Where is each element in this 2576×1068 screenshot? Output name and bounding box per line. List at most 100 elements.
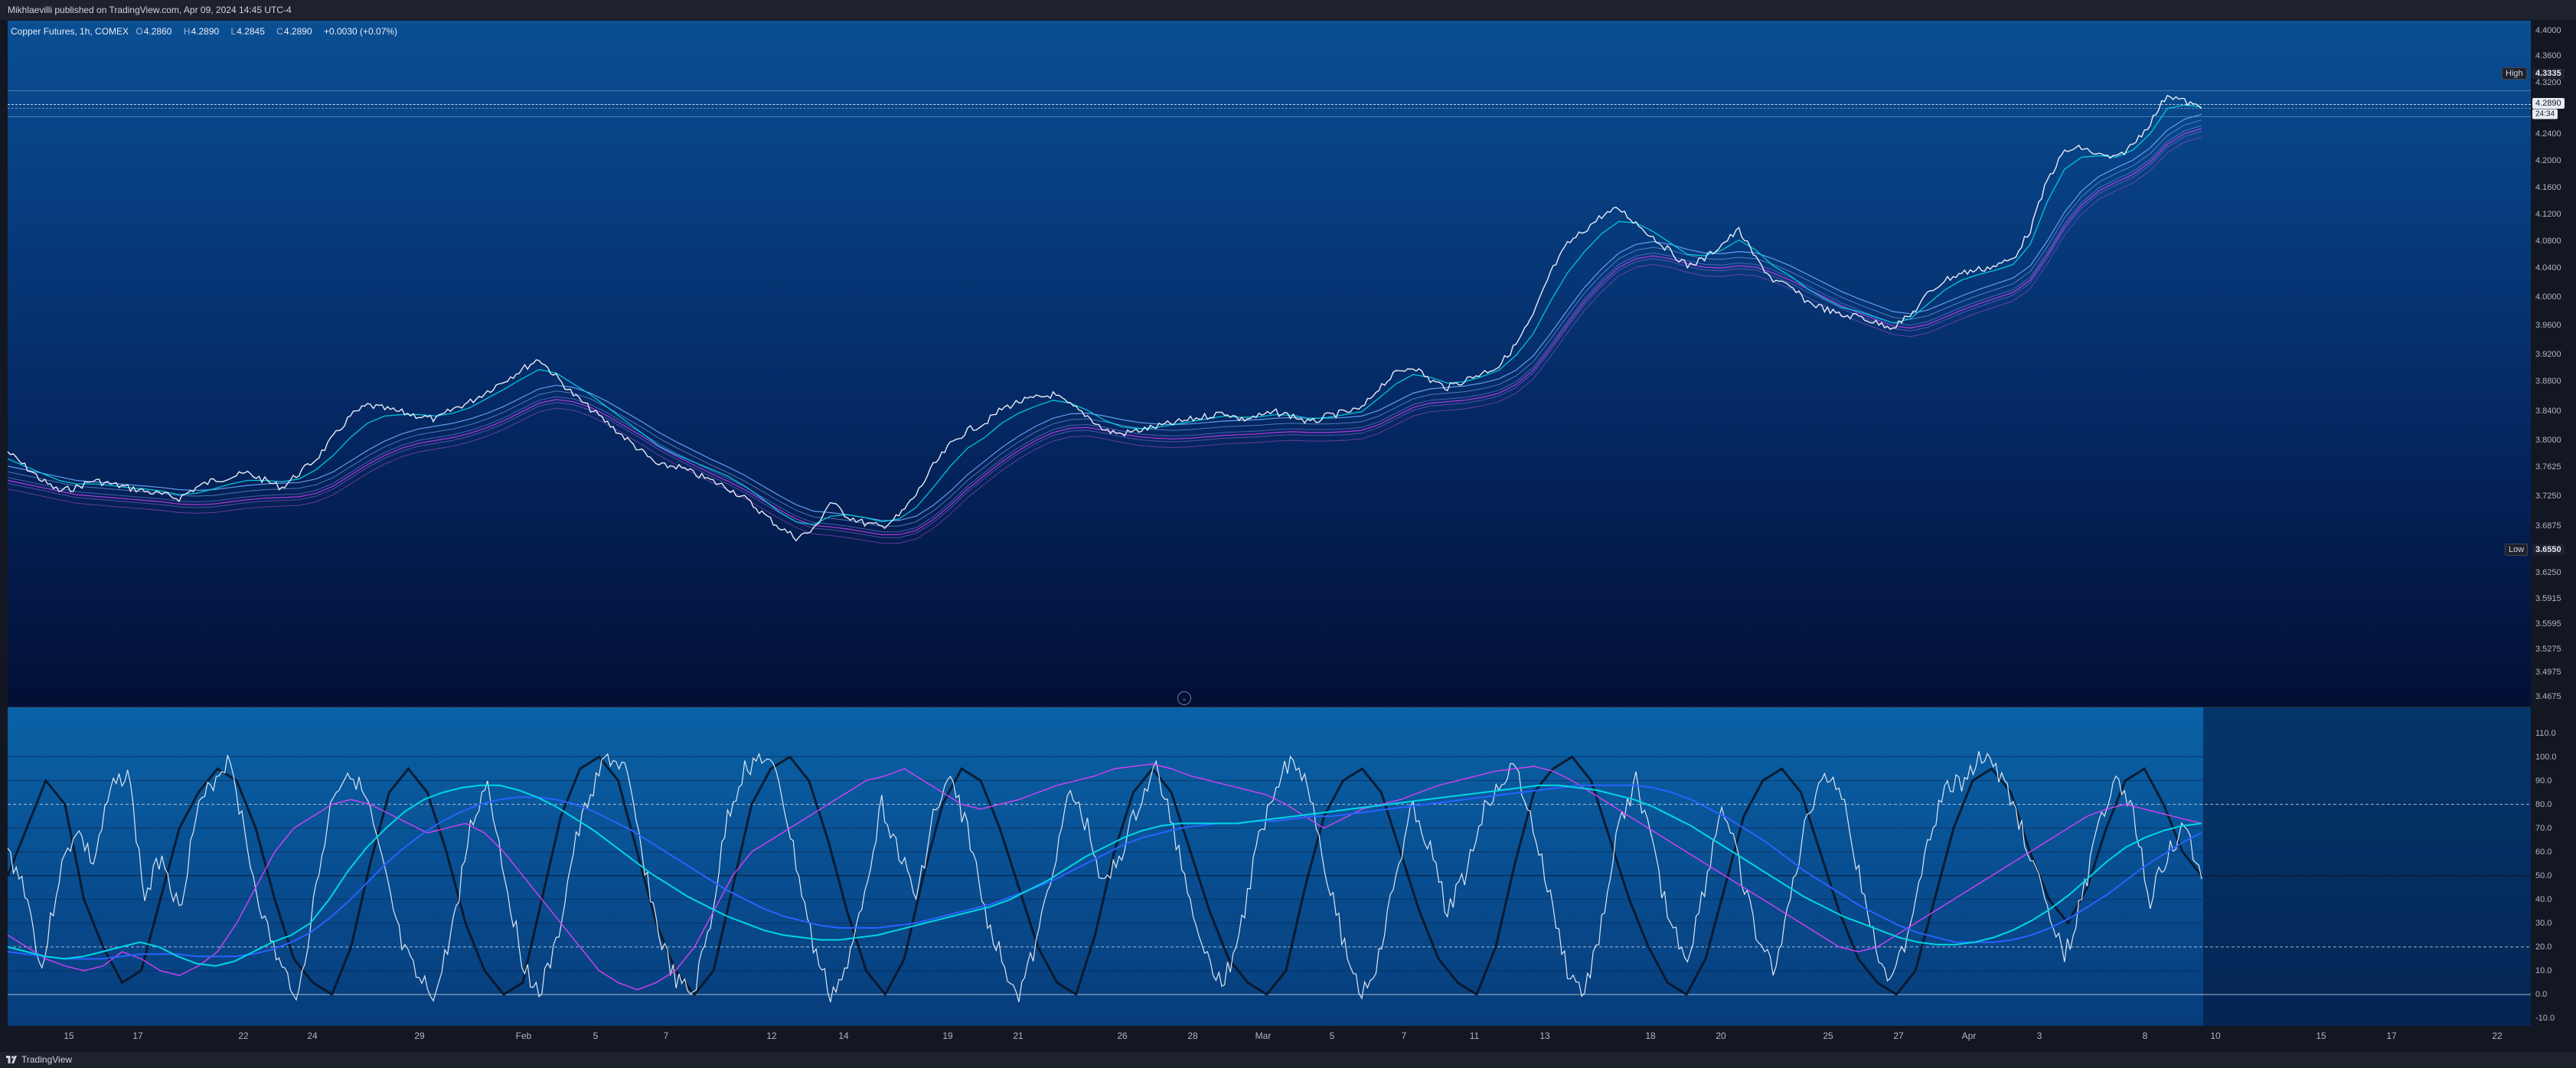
time-tick-label: 14 <box>838 1030 849 1041</box>
oscillator-pane[interactable] <box>8 707 2531 1026</box>
time-tick-label: 5 <box>593 1030 599 1041</box>
time-axis[interactable] <box>0 1026 2576 1052</box>
time-tick-label: 29 <box>414 1030 425 1041</box>
price-tick-label: 3.6250 <box>2535 568 2561 577</box>
osc-tick-label: 10.0 <box>2535 965 2552 975</box>
time-tick-label: 17 <box>132 1030 143 1041</box>
countdown-badge: 24:34 <box>2532 109 2558 119</box>
price-tick-label: 3.7250 <box>2535 492 2561 501</box>
magenta-moving-average <box>7 128 2202 535</box>
publisher-bar: Mikhlaevilli published on TradingView.co… <box>0 0 2576 20</box>
brand-name: TradingView <box>21 1054 73 1065</box>
high-marker-value: 4.3335 <box>2532 68 2565 79</box>
collapse-pane-icon[interactable]: ⌄ <box>1177 691 1191 705</box>
price-axis[interactable] <box>2531 20 2576 1026</box>
price-tick-label: 3.8400 <box>2535 407 2561 416</box>
low-label: L <box>230 26 237 37</box>
price-tick-label: 4.3200 <box>2535 78 2561 87</box>
high-value: 4.2890 <box>191 26 220 37</box>
close-label: C <box>276 26 283 37</box>
osc-tick-label: 100.0 <box>2535 752 2557 762</box>
time-tick-label: 8 <box>2142 1030 2148 1041</box>
envelope-band-line <box>7 125 2202 533</box>
time-tick-label: 15 <box>2316 1030 2326 1041</box>
time-tick-label: 18 <box>1645 1030 1656 1041</box>
price-pane[interactable] <box>8 21 2531 707</box>
footer-bar: TradingView <box>0 1052 2576 1068</box>
osc-tick-label: 40.0 <box>2535 894 2552 904</box>
osc-magenta-line <box>7 763 2202 991</box>
price-tick-label: 4.1200 <box>2535 210 2561 219</box>
time-tick-label: 7 <box>1401 1030 1407 1041</box>
price-chart-svg <box>7 94 2202 544</box>
osc-fast-line <box>7 751 2202 1003</box>
open-value: 4.2860 <box>143 26 172 37</box>
time-tick-label: 19 <box>942 1030 953 1041</box>
time-tick-label: 22 <box>2492 1030 2503 1041</box>
price-tick-label: 3.5275 <box>2535 645 2561 654</box>
osc-tick-label: 0.0 <box>2535 989 2548 999</box>
price-tick-label: 3.5595 <box>2535 619 2561 629</box>
time-tick-label: Feb <box>515 1030 532 1041</box>
fast-moving-average <box>7 104 2202 526</box>
high-range-line <box>8 90 2531 91</box>
osc-tick-label: 60.0 <box>2535 847 2552 857</box>
price-tick-label: 3.4975 <box>2535 668 2561 677</box>
envelope-band-line <box>7 119 2202 527</box>
time-tick-label: 10 <box>2210 1030 2221 1041</box>
time-tick-label: 3 <box>2036 1030 2042 1041</box>
osc-tick-label: -10.0 <box>2535 1014 2555 1023</box>
osc-tick-label: 20.0 <box>2535 942 2552 952</box>
time-tick-label: 17 <box>2386 1030 2397 1041</box>
time-tick-label: 20 <box>1716 1030 1726 1041</box>
tradingview-logo-icon <box>6 1056 17 1063</box>
price-tick-label: 4.4000 <box>2535 26 2561 35</box>
price-tick-label: 4.3600 <box>2535 51 2561 60</box>
time-tick-label: Apr <box>1961 1030 1977 1041</box>
close-value: 4.2890 <box>283 26 312 37</box>
time-tick-label: 12 <box>766 1030 777 1041</box>
time-tick-label: 21 <box>1013 1030 1024 1041</box>
osc-tick-label: 30.0 <box>2535 918 2552 928</box>
price-tick-label: 3.5915 <box>2535 594 2561 603</box>
symbol-legend: Copper Futures, 1h, COMEX O4.2860 H4.289… <box>11 26 402 37</box>
change-value: +0.0030 (+0.07%) <box>323 26 398 37</box>
range-line <box>8 116 2531 117</box>
time-tick-label: 5 <box>1329 1030 1335 1041</box>
time-tick-label: 15 <box>64 1030 74 1041</box>
time-tick-label: 22 <box>238 1030 249 1041</box>
low-marker-label: Low <box>2505 544 2529 556</box>
envelope-band-line <box>7 136 2202 544</box>
osc-cyan-line <box>7 784 2202 967</box>
time-tick-label: 24 <box>307 1030 318 1041</box>
osc-tick-label: 110.0 <box>2535 728 2556 738</box>
price-tick-label: 4.0000 <box>2535 292 2561 302</box>
time-tick-label: 28 <box>1187 1030 1198 1041</box>
symbol-name: Copper Futures, 1h, COMEX <box>11 26 129 37</box>
price-tick-label: 3.6875 <box>2535 521 2561 531</box>
envelope-band-line <box>7 131 2202 538</box>
price-tick-label: 3.9200 <box>2535 350 2561 359</box>
price-tick-label: 4.2400 <box>2535 129 2561 139</box>
low-value: 4.2845 <box>237 26 265 37</box>
price-tick-label: 4.0400 <box>2535 263 2561 273</box>
price-tick-label: 4.0800 <box>2535 237 2561 246</box>
oscillator-future-shade <box>2203 707 2531 1026</box>
time-tick-label: 13 <box>1539 1030 1550 1041</box>
price-tick-label: 4.1600 <box>2535 183 2561 192</box>
price-tick-label: 3.8800 <box>2535 377 2561 386</box>
price-tick-label: 3.7625 <box>2535 462 2561 472</box>
publisher-text: Mikhlaevilli published on TradingView.co… <box>8 5 292 15</box>
last-price-line <box>8 104 2531 105</box>
time-tick-label: 7 <box>663 1030 669 1041</box>
price-series-line <box>7 94 2202 542</box>
time-tick-label: Mar <box>1255 1030 1272 1041</box>
osc-tick-label: 70.0 <box>2535 823 2552 833</box>
time-tick-label: 27 <box>1893 1030 1904 1041</box>
open-label: O <box>135 26 143 37</box>
last-price-badge: 4.2890 <box>2532 98 2565 109</box>
osc-tick-label: 90.0 <box>2535 776 2552 785</box>
time-tick-label: 26 <box>1117 1030 1128 1041</box>
high-marker-label: High <box>2502 67 2527 80</box>
time-tick-label: 11 <box>1469 1030 1480 1041</box>
